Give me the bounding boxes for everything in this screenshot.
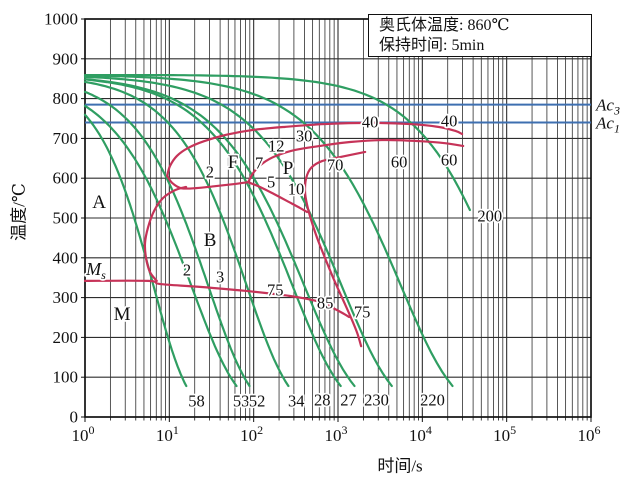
austenitizing-temperature-text: 奥氏体温度: 860℃ bbox=[379, 17, 510, 34]
percent-label: 12 bbox=[268, 136, 285, 155]
percent-label: 75 bbox=[354, 302, 371, 321]
transformation-curve-pearlite-lower bbox=[247, 181, 309, 214]
y-tick-label: 100 bbox=[53, 368, 79, 387]
y-tick-label: 600 bbox=[53, 169, 79, 188]
cooling-curve-hardness-200 bbox=[83, 74, 471, 212]
hardness-label: 58 bbox=[188, 392, 205, 411]
cooling-curve-hardness-220 bbox=[83, 74, 454, 388]
percent-label: 85 bbox=[317, 294, 334, 313]
hardness-label: 27 bbox=[340, 390, 357, 409]
x-axis-title: 时间/s bbox=[377, 456, 423, 476]
hardness-label: 52 bbox=[249, 392, 266, 411]
y-tick-label: 400 bbox=[53, 248, 79, 267]
transformation-curve-ferrite-nose-lower bbox=[165, 174, 250, 190]
y-tick-label: 700 bbox=[53, 129, 79, 148]
y-tick-label: 200 bbox=[53, 328, 79, 347]
percent-label: 10 bbox=[288, 179, 305, 198]
hardness-label: 34 bbox=[288, 392, 305, 411]
cooling-curve-hardness-34 bbox=[83, 80, 290, 388]
transformation-curve-bainite-left bbox=[143, 185, 188, 282]
x-tick-label: 106 bbox=[578, 423, 601, 445]
region-label-b: B bbox=[204, 230, 217, 251]
percent-label: 3 bbox=[216, 267, 224, 286]
grid bbox=[85, 19, 591, 421]
ms-label: Ms bbox=[85, 259, 106, 282]
transformation-curve-pearlite-finish bbox=[303, 150, 367, 348]
cooling-curve-hardness-52 bbox=[83, 90, 251, 388]
cooling-curve-hardness-230 bbox=[83, 75, 393, 388]
transformation-curve-pearlite-upper bbox=[247, 138, 465, 184]
hardness-label: 28 bbox=[314, 390, 331, 409]
hardness-label: 230 bbox=[364, 390, 389, 409]
x-tick-label: 104 bbox=[409, 423, 432, 445]
percent-label: 2 bbox=[206, 162, 214, 181]
percent-label: 40 bbox=[441, 111, 458, 130]
y-tick-label: 1000 bbox=[44, 10, 78, 29]
transformation-curve-ferrite-start bbox=[165, 121, 464, 177]
hardness-label: 200 bbox=[477, 207, 502, 226]
x-tick-label: 101 bbox=[156, 423, 179, 445]
region-label-f: F bbox=[228, 152, 239, 173]
hardness-label: 220 bbox=[420, 390, 445, 409]
region-label-a: A bbox=[92, 192, 106, 213]
transformation-curve-ms-line bbox=[83, 279, 351, 319]
percent-label: 60 bbox=[441, 150, 458, 169]
region-label-m: M bbox=[114, 304, 131, 325]
y-tick-label: 500 bbox=[53, 209, 79, 228]
y-tick-label: 900 bbox=[53, 49, 79, 68]
y-tick-label: 800 bbox=[53, 89, 79, 108]
x-tick-label: 103 bbox=[325, 423, 348, 445]
austenitizing-info-box: 奥氏体温度: 860℃ 保持时间: 5min bbox=[368, 14, 592, 57]
holding-time-text: 保持时间: 5min bbox=[379, 37, 485, 54]
cooling-curves bbox=[83, 74, 471, 388]
x-tick-label: 102 bbox=[240, 423, 263, 445]
region-label-p: P bbox=[283, 158, 294, 179]
y-axis-title: 温度/℃ bbox=[9, 183, 29, 241]
percent-label: 70 bbox=[327, 156, 344, 175]
transformation-curves bbox=[83, 121, 465, 348]
axis-tick-labels: 100 101 102 103 104 105 1060100200300400500600… bbox=[44, 10, 601, 446]
reference-line-label-ac3: Ac3 bbox=[595, 96, 620, 118]
percent-label: 60 bbox=[391, 152, 408, 171]
percent-label: 7 bbox=[255, 154, 263, 173]
percent-label: 75 bbox=[267, 281, 284, 300]
reference-line-label-ac1: Ac1 bbox=[595, 113, 620, 135]
cooling-curve-hardness-53 bbox=[83, 104, 238, 388]
cooling-curve-hardness-58 bbox=[83, 113, 188, 388]
percent-label: 2 bbox=[183, 261, 191, 280]
hardness-label: 53 bbox=[233, 392, 250, 411]
y-tick-label: 300 bbox=[53, 288, 79, 307]
x-tick-label: 105 bbox=[493, 423, 516, 445]
y-tick-label: 0 bbox=[70, 408, 79, 427]
percent-label: 30 bbox=[296, 127, 313, 146]
percent-label: 40 bbox=[362, 113, 379, 132]
percent-label: 5 bbox=[267, 173, 275, 192]
